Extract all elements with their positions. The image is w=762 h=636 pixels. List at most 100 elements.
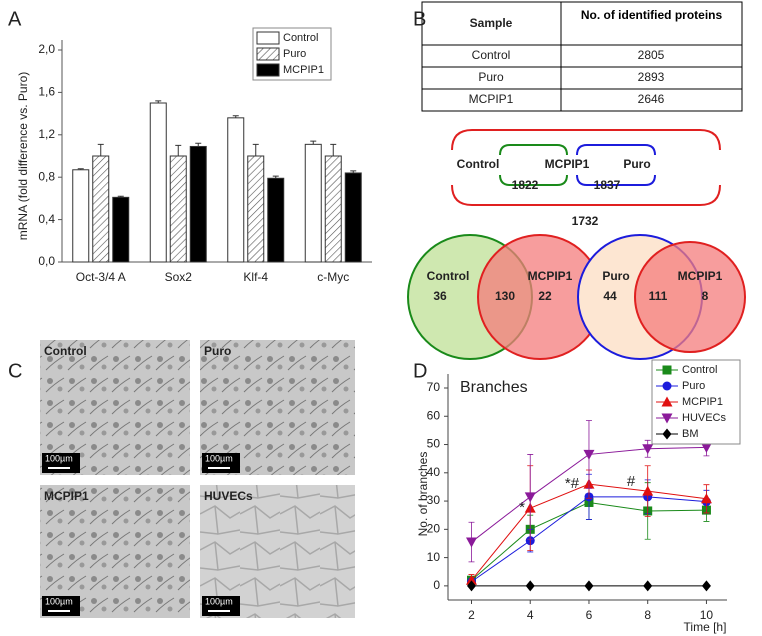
scale-label: 100µm — [205, 596, 233, 606]
error-bar — [350, 170, 357, 173]
bar — [169, 155, 187, 263]
marker — [661, 413, 673, 424]
bar — [112, 196, 130, 263]
marker — [583, 449, 595, 460]
error-bar — [77, 168, 84, 170]
bar — [304, 143, 322, 263]
error-bar — [232, 115, 239, 118]
scale-label: 100µm — [45, 596, 73, 606]
panel-label: A — [8, 8, 22, 30]
chart-title: Branches — [460, 379, 528, 396]
legend-label: HUVECs — [682, 412, 727, 424]
error-bar — [175, 144, 182, 156]
table-cell: Puro — [478, 70, 504, 84]
y-tick-label: 0,0 — [38, 254, 55, 268]
annotation: *# — [565, 475, 580, 492]
annotation: * — [519, 499, 525, 516]
panel-label: D — [413, 360, 427, 382]
bracket — [499, 144, 568, 186]
marker — [525, 580, 535, 592]
x-tick-label: 10 — [700, 608, 714, 622]
diagram-label: Puro — [623, 157, 650, 171]
marker — [662, 428, 672, 440]
x-tick-label: 2 — [468, 608, 475, 622]
x-tick-label: c-Myc — [317, 270, 349, 284]
x-tick-label: Oct-3/4 A — [76, 270, 126, 284]
y-tick-label: 30 — [427, 493, 441, 507]
y-axis-label: mRNA (fold difference vs. Puro) — [16, 72, 30, 241]
image-label: MCPIP1 — [44, 489, 89, 503]
legend-label: Control — [682, 364, 717, 376]
diagram-count: 1732 — [572, 214, 599, 228]
venn-count: 36 — [433, 289, 447, 303]
marker — [662, 365, 672, 375]
marker — [642, 444, 654, 455]
error-bar — [330, 143, 337, 156]
legend-swatch — [256, 47, 280, 61]
y-tick-label: 0,4 — [38, 212, 55, 226]
error-bar — [272, 175, 279, 179]
x-tick-label: 4 — [527, 608, 534, 622]
annotation: # — [627, 473, 636, 490]
marker — [465, 574, 477, 585]
marker — [700, 493, 712, 504]
micrograph — [40, 485, 190, 618]
venn-circle — [634, 241, 746, 353]
y-axis-label: No. of branches — [416, 452, 430, 537]
micrograph — [40, 340, 190, 475]
marker — [524, 492, 536, 503]
marker — [643, 580, 653, 592]
marker — [700, 442, 712, 453]
panel-label: B — [413, 8, 426, 30]
table-cell: Control — [472, 48, 511, 62]
y-tick-label: 0,8 — [38, 169, 55, 183]
y-tick-label: 10 — [427, 550, 441, 564]
bar — [72, 169, 90, 263]
table — [421, 1, 743, 112]
bar — [267, 177, 285, 263]
error-bar — [310, 140, 317, 145]
table-header: Sample — [470, 16, 513, 30]
venn-count: 111 — [649, 289, 668, 303]
bracket — [576, 144, 656, 186]
table-cell: MCPIP1 — [469, 92, 514, 106]
legend-label: MCPIP1 — [283, 64, 324, 76]
error-bar — [155, 100, 162, 103]
y-tick-label: 50 — [427, 437, 441, 451]
error-bar — [195, 142, 202, 147]
marker — [465, 537, 477, 548]
marker — [584, 580, 594, 592]
venn-label: MCPIP1 — [678, 269, 723, 283]
y-tick-label: 60 — [427, 408, 441, 422]
venn-count: 44 — [603, 289, 617, 303]
legend-label: BM — [682, 428, 699, 440]
y-tick-label: 2,0 — [38, 42, 55, 56]
micrograph — [200, 485, 355, 618]
marker — [701, 580, 711, 592]
bar — [247, 155, 265, 263]
image-label: HUVECs — [204, 489, 253, 503]
x-tick-label: Klf-4 — [243, 270, 268, 284]
bar — [344, 172, 362, 263]
marker — [662, 381, 672, 391]
x-tick-label: 6 — [586, 608, 593, 622]
x-tick-label: Sox2 — [165, 270, 193, 284]
table-cell: 2893 — [638, 70, 665, 84]
error-bar — [97, 143, 104, 156]
venn-count: 22 — [538, 289, 552, 303]
y-tick-label: 0 — [433, 578, 440, 592]
diagram-count: 1822 — [512, 178, 539, 192]
bar — [92, 155, 110, 263]
x-axis-label: Time [h] — [684, 620, 727, 634]
x-tick-label: 8 — [644, 608, 651, 622]
table-cell: 2805 — [638, 48, 665, 62]
venn-label: Control — [427, 269, 470, 283]
scale-label: 100µm — [45, 453, 73, 463]
legend-swatch — [256, 63, 280, 77]
y-tick-label: 1,6 — [38, 85, 55, 99]
venn-count: 8 — [702, 289, 709, 303]
y-tick-label: 40 — [427, 465, 441, 479]
bar — [149, 102, 167, 263]
